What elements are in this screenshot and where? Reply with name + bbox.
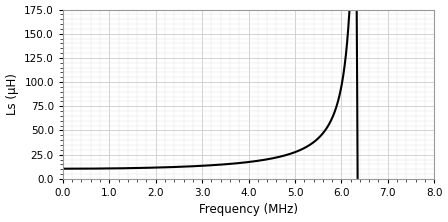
X-axis label: Frequency (MHz): Frequency (MHz) [199, 203, 298, 216]
Y-axis label: Ls (µH): Ls (µH) [5, 73, 18, 115]
